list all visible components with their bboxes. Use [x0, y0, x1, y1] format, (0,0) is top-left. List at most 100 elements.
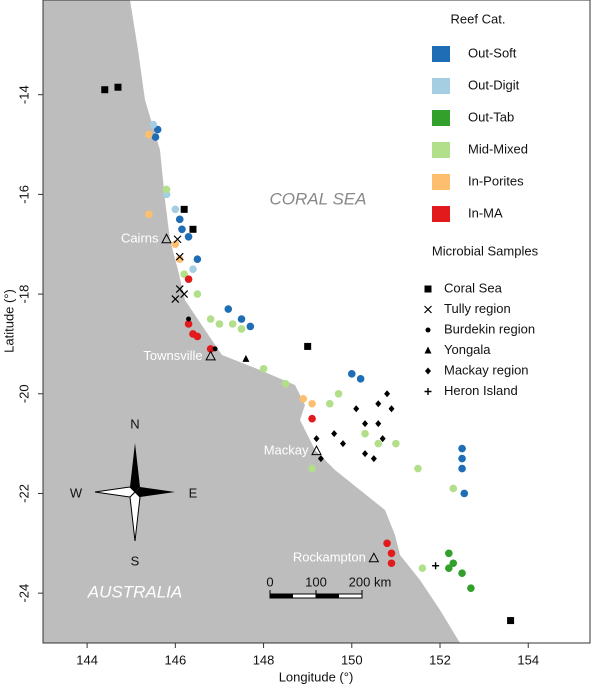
- reef-point: [184, 320, 193, 328]
- reef-point: [281, 380, 290, 388]
- y-axis-title: Latitude (°): [1, 289, 16, 353]
- reef-point: [224, 305, 233, 313]
- reef-point: [175, 215, 184, 224]
- samples-legend-label: Coral Sea: [444, 280, 503, 295]
- reef-point: [149, 120, 158, 129]
- sample-diamond: [375, 400, 382, 408]
- reef-point: [356, 375, 365, 383]
- x-tick-label: 154: [517, 652, 539, 667]
- samples-legend-label: Burdekin region: [444, 321, 535, 336]
- reef-point: [392, 439, 400, 448]
- legend-label: In-MA: [468, 205, 503, 220]
- sample-dot: [212, 346, 218, 352]
- legend-swatch: [432, 110, 450, 126]
- x-tick-label: 148: [253, 652, 275, 667]
- x-tick-label: 146: [164, 652, 186, 667]
- reef-point: [374, 439, 383, 448]
- reef-point: [458, 444, 466, 453]
- town-marker: [161, 233, 172, 244]
- compass-e: E: [189, 485, 198, 500]
- reef-point: [206, 315, 215, 323]
- sea-label: CORAL SEA: [269, 189, 366, 208]
- legend-label: Out-Soft: [468, 45, 517, 60]
- sample-x: [173, 235, 182, 244]
- sample-diamond: [425, 367, 431, 375]
- y-tick-label: -20: [16, 384, 31, 403]
- samples-legend-label: Yongala: [444, 342, 491, 357]
- sample-x: [175, 252, 184, 261]
- x-tick-label: 144: [76, 652, 98, 667]
- reef-point: [178, 225, 186, 234]
- reef-point: [414, 464, 422, 473]
- reef-point: [184, 232, 193, 241]
- reef-point: [171, 240, 180, 249]
- reef-point: [387, 559, 396, 568]
- sample-dot: [186, 316, 192, 322]
- plot-area: [101, 83, 515, 625]
- reef-point: [308, 414, 316, 423]
- sample-diamond: [370, 455, 377, 463]
- reef-point: [418, 564, 427, 573]
- sample-plus: [432, 562, 440, 570]
- compass-star: [135, 487, 175, 497]
- reef-point: [325, 399, 334, 408]
- sample-square: [101, 86, 109, 94]
- reef-point: [151, 133, 160, 141]
- legend-swatch: [432, 206, 450, 222]
- reef-point: [445, 549, 453, 558]
- samples-title: Microbial Samples: [432, 243, 539, 258]
- frame: [42, 0, 591, 644]
- scale-segment: [270, 594, 293, 598]
- reef-point: [153, 125, 162, 134]
- reef-point: [184, 275, 193, 283]
- reef-point: [458, 569, 466, 578]
- x-axis-title: Longitude (°): [279, 669, 354, 684]
- town-label: Mackay: [264, 443, 309, 458]
- samples-legend-label: Tully region: [444, 301, 511, 316]
- sample-x: [180, 290, 189, 299]
- y-tick-label: -14: [16, 85, 31, 104]
- town-label: Rockampton: [293, 550, 366, 565]
- reef-point: [460, 489, 469, 498]
- samples-legend-label: Mackay region: [444, 362, 529, 377]
- reef-point: [175, 255, 184, 263]
- x-tick-label: 150: [341, 652, 363, 667]
- y-tick-label: -22: [16, 484, 31, 503]
- sample-square: [424, 285, 432, 293]
- sample-plus: [424, 388, 432, 395]
- sample-diamond: [362, 450, 369, 458]
- sample-x: [424, 305, 432, 314]
- compass-w: W: [70, 485, 83, 500]
- reef-point: [193, 255, 202, 263]
- reef-point: [458, 464, 466, 473]
- sample-diamond: [384, 390, 391, 398]
- y-tick-label: -24: [16, 584, 31, 603]
- reef-point: [383, 539, 391, 548]
- sample-diamond: [339, 440, 346, 448]
- legend-label: Mid-Mixed: [468, 141, 528, 156]
- reef-point: [145, 130, 153, 139]
- sample-diamond: [388, 405, 395, 413]
- reef-point: [237, 325, 246, 333]
- sample-diamond: [331, 430, 338, 438]
- sample-diamond: [353, 405, 360, 413]
- samples-legend-label: Heron Island: [444, 383, 518, 398]
- reef-point: [308, 399, 316, 408]
- town-marker: [311, 445, 322, 456]
- reef-point: [237, 315, 246, 323]
- reef-point: [458, 454, 466, 463]
- reef-point: [467, 584, 475, 592]
- sample-diamond: [379, 435, 386, 443]
- reef-point: [246, 322, 255, 331]
- reef-point: [171, 205, 180, 214]
- legend-swatch: [432, 46, 450, 62]
- sample-square: [304, 342, 312, 350]
- reef-point: [215, 320, 224, 328]
- reef-point: [228, 320, 237, 328]
- sample-diamond: [375, 420, 382, 428]
- reef-point: [361, 429, 369, 438]
- sample-triangle: [424, 346, 432, 354]
- reef-point: [189, 265, 197, 273]
- reef-point: [334, 389, 343, 398]
- legend-swatch: [432, 78, 450, 94]
